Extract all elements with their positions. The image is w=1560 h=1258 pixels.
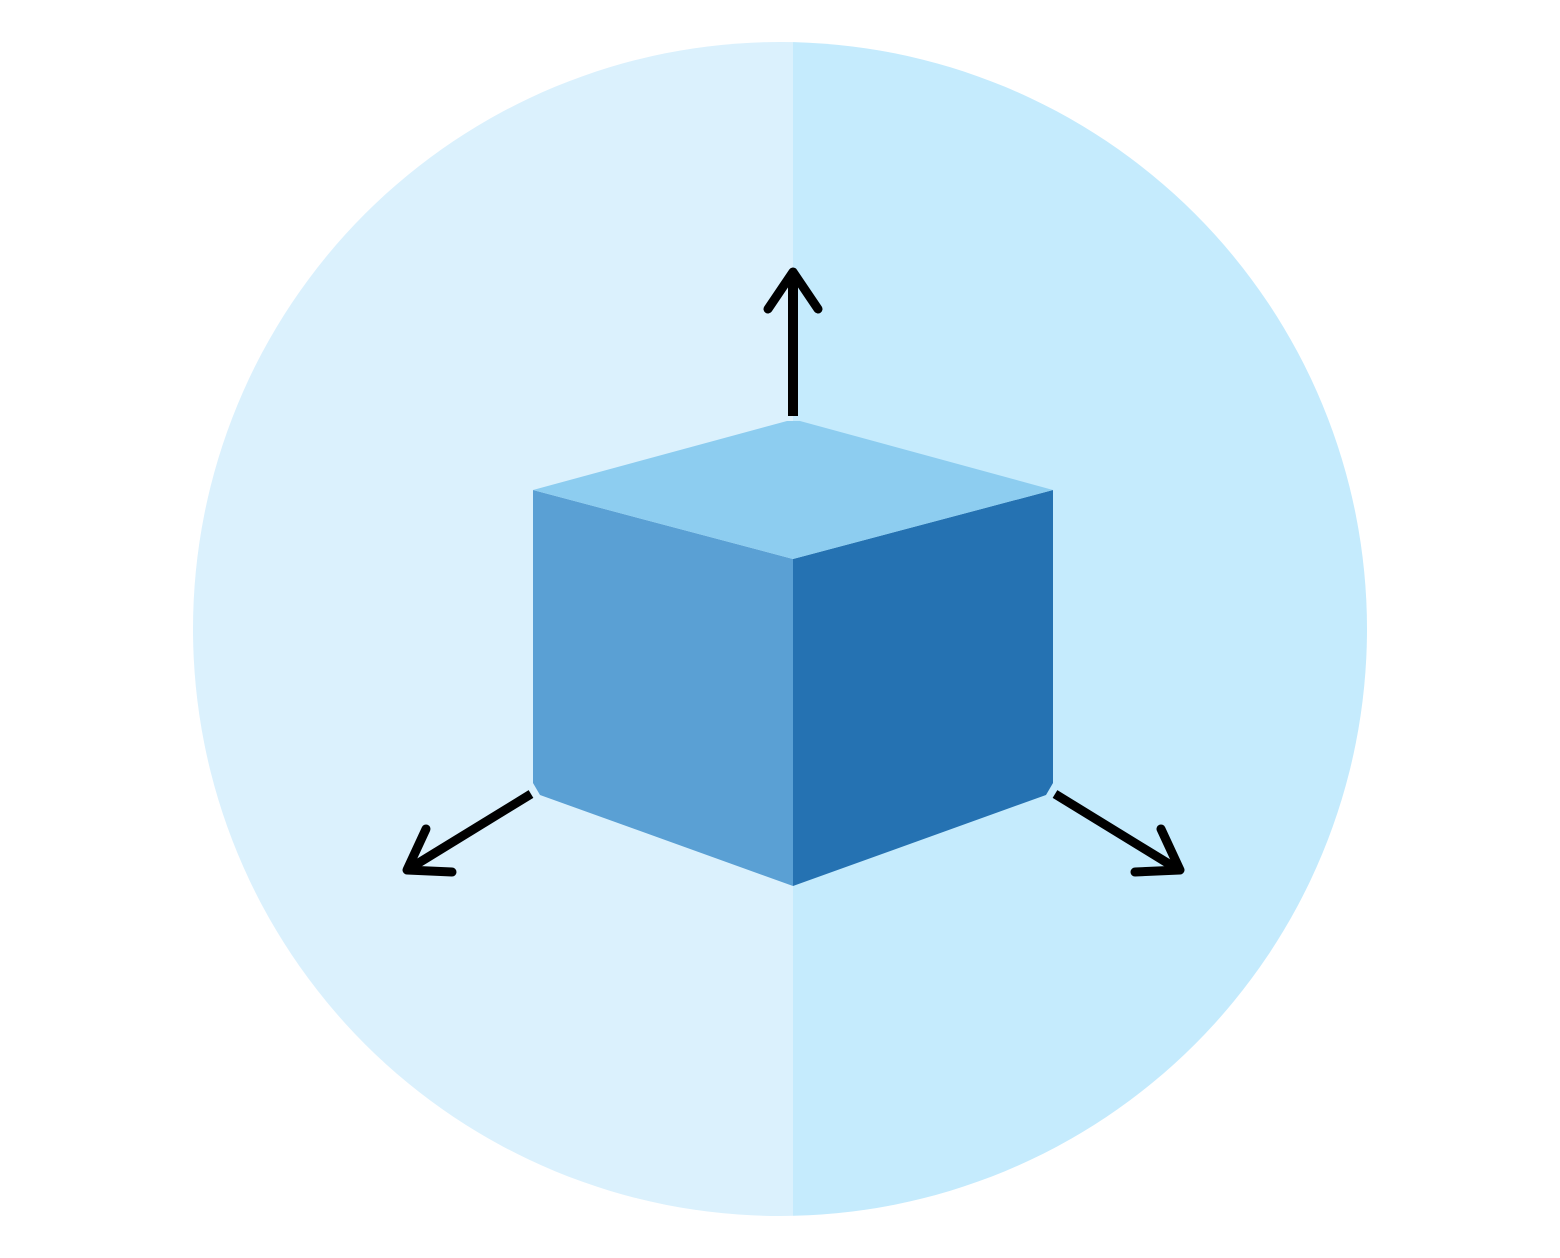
- cube-icon: [533, 421, 1053, 886]
- right-arrow-icon: [1052, 790, 1185, 877]
- cube-left-face: [533, 490, 793, 886]
- cube-right-face: [793, 490, 1053, 886]
- up-arrow-icon: [763, 267, 823, 416]
- cube-top-face: [533, 421, 1053, 559]
- left-arrow-icon: [402, 790, 534, 877]
